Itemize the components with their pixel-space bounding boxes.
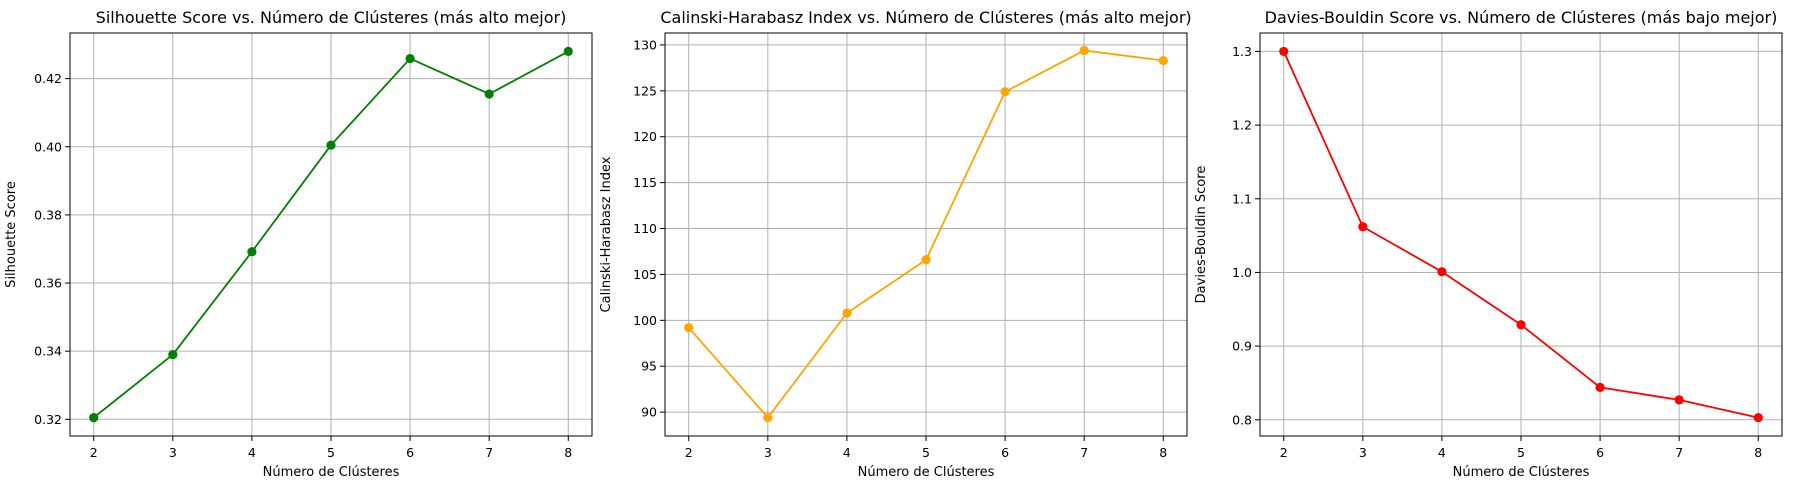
calinski-harabasz-y-axis-label: Calinski-Harabasz Index: [599, 156, 614, 312]
calinski-harabasz-y-tick-label: 125: [633, 83, 657, 98]
calinski-harabasz-x-axis-label: Número de Clústeres: [858, 465, 995, 480]
calinski-harabasz-panel: 2 3 4 5 6 7 8 90 95 100 105 110 115 120 125 130 Calinsk…: [599, 8, 1192, 480]
silhouette-y-tick-label: 0.34: [34, 344, 62, 359]
calinski-harabasz-x-tick-label: 3: [764, 445, 772, 460]
davies-bouldin-x-tick-label: 3: [1359, 445, 1367, 460]
davies-bouldin-data-point: [1595, 382, 1605, 392]
davies-bouldin-panel: 2 3 4 5 6 7 8 0.8 0.9 1.0 1.1 1.2 1.3 Davies-Bouldin…: [1194, 8, 1783, 480]
calinski-harabasz-y-tick-label: 120: [633, 129, 657, 144]
davies-bouldin-x-tick-label: 4: [1438, 445, 1446, 460]
silhouette-y-tick-label: 0.38: [34, 207, 62, 222]
davies-bouldin-y-axis-label: Davies-Bouldin Score: [1194, 166, 1209, 304]
calinski-harabasz-x-tick-label: 2: [685, 445, 693, 460]
davies-bouldin-x-tick-label: 6: [1596, 445, 1604, 460]
silhouette-x-tick-label: 5: [327, 445, 335, 460]
silhouette-x-tick-label: 2: [90, 445, 98, 460]
silhouette-x-tick-label: 7: [485, 445, 493, 460]
silhouette-data-point: [563, 46, 573, 56]
davies-bouldin-x-tick-label: 2: [1280, 445, 1288, 460]
davies-bouldin-y-tick-label: 1.2: [1232, 118, 1252, 133]
davies-bouldin-x-tick-label: 7: [1675, 445, 1683, 460]
calinski-harabasz-x-tick-label: 5: [922, 445, 930, 460]
silhouette-y-tick-label: 0.42: [34, 71, 62, 86]
silhouette-title: Silhouette Score vs. Número de Clústeres…: [96, 8, 567, 27]
calinski-harabasz-data-point: [1158, 55, 1168, 66]
davies-bouldin-y-tick-label: 0.9: [1232, 339, 1252, 354]
davies-bouldin-y-tick-label: 0.8: [1232, 412, 1252, 427]
silhouette-data-point: [326, 140, 336, 150]
calinski-harabasz-y-tick-label: 130: [633, 37, 657, 52]
calinski-harabasz-y-tick-label: 95: [641, 359, 657, 374]
calinski-harabasz-y-tick-label: 105: [633, 267, 657, 282]
silhouette-x-tick-label: 4: [248, 445, 256, 460]
calinski-harabasz-title: Calinski-Harabasz Index vs. Número de Cl…: [660, 8, 1191, 27]
calinski-harabasz-data-point: [842, 308, 852, 318]
silhouette-data-point: [168, 349, 178, 360]
silhouette-x-tick-label: 8: [564, 445, 572, 460]
silhouette-x-tick-label: 6: [406, 445, 414, 460]
calinski-harabasz-y-tick-label: 110: [633, 221, 657, 236]
davies-bouldin-data-point: [1437, 267, 1447, 277]
davies-bouldin-data-point: [1674, 395, 1684, 405]
silhouette-data-point: [89, 413, 99, 423]
silhouette-y-tick-label: 0.32: [34, 412, 62, 427]
calinski-harabasz-x-tick-label: 6: [1001, 445, 1009, 460]
davies-bouldin-y-tick-label: 1.3: [1232, 44, 1252, 59]
calinski-harabasz-data-point: [1079, 45, 1089, 56]
calinski-harabasz-x-tick-label: 4: [843, 445, 851, 460]
silhouette-x-tick-label: 3: [169, 445, 177, 460]
calinski-harabasz-y-tick-label: 100: [633, 313, 657, 328]
silhouette-y-axis-label: Silhouette Score: [4, 181, 19, 288]
davies-bouldin-title: Davies-Bouldin Score vs. Número de Clúst…: [1265, 8, 1778, 27]
davies-bouldin-data-point: [1279, 46, 1289, 57]
davies-bouldin-data-point: [1753, 412, 1763, 423]
davies-bouldin-x-axis-label: Número de Clústeres: [1453, 465, 1590, 480]
calinski-harabasz-y-tick-label: 90: [641, 405, 657, 420]
silhouette-data-point: [484, 89, 494, 99]
calinski-harabasz-data-point: [921, 255, 931, 265]
silhouette-x-axis-label: Número de Clústeres: [263, 465, 400, 480]
davies-bouldin-x-tick-label: 5: [1517, 445, 1525, 460]
calinski-harabasz-x-tick-label: 7: [1080, 445, 1088, 460]
davies-bouldin-x-tick-label: 8: [1754, 445, 1762, 460]
davies-bouldin-data-point: [1516, 320, 1526, 330]
silhouette-y-tick-label: 0.36: [34, 276, 62, 291]
calinski-harabasz-data-point: [1000, 87, 1010, 97]
silhouette-y-tick-label: 0.40: [34, 139, 62, 154]
calinski-harabasz-x-tick-label: 8: [1159, 445, 1167, 460]
davies-bouldin-y-tick-label: 1.1: [1232, 191, 1252, 206]
calinski-harabasz-data-point: [763, 413, 773, 423]
silhouette-data-point: [247, 247, 257, 257]
davies-bouldin-y-tick-label: 1.0: [1232, 265, 1252, 280]
calinski-harabasz-y-tick-label: 115: [633, 175, 657, 190]
silhouette-data-point: [405, 53, 415, 64]
davies-bouldin-data-point: [1358, 222, 1368, 232]
calinski-harabasz-data-point: [684, 323, 694, 333]
silhouette-panel: 2 3 4 5 6 7 8 0.32 0.34 0.36 0.38 0.40 0.42 Silhouet…: [4, 8, 593, 480]
